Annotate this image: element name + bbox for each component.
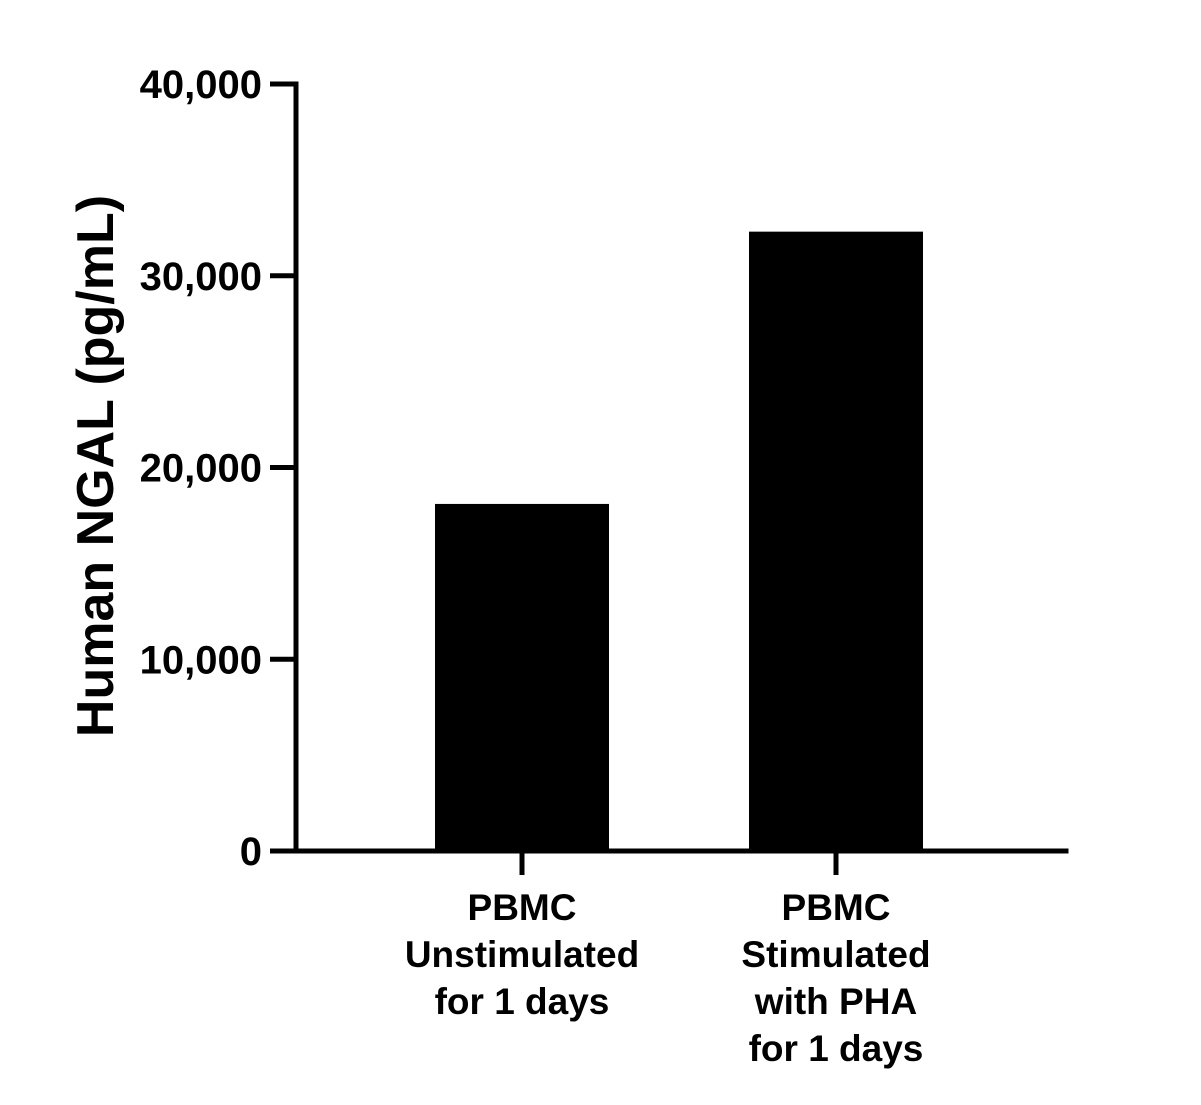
x-category-label-line: Unstimulated: [405, 934, 639, 975]
plot-area: 0 10,000 20,000 30,000 40,000 PBMC Unstimulat…: [140, 63, 1069, 1069]
x-category-label-line: with PHA: [754, 981, 917, 1022]
x-category-label: PBMC Unstimulated for 1 days: [405, 887, 639, 1022]
x-axis-ticks: PBMC Unstimulated for 1 days PBMC Stimulated…: [405, 851, 931, 1069]
bar-1: [435, 503, 609, 851]
x-category-label: PBMC Stimulated with PHA for 1 days: [741, 887, 930, 1069]
y-tick-label: 0: [240, 830, 262, 874]
x-category-label-line: PBMC: [782, 887, 891, 928]
y-tick-label: 40,000: [140, 63, 262, 107]
y-tick-label: 10,000: [140, 638, 262, 682]
y-tick-label: 30,000: [140, 255, 262, 299]
y-axis-title: Human NGAL (pg/mL): [67, 195, 125, 737]
x-category-label-line: PBMC: [468, 887, 577, 928]
y-tick-label: 20,000: [140, 447, 262, 491]
y-axis-ticks: 0 10,000 20,000 30,000 40,000: [140, 63, 296, 874]
bars-group: [435, 231, 923, 851]
x-category-label-line: for 1 days: [435, 981, 610, 1022]
x-category-label-line: Stimulated: [741, 934, 930, 975]
x-category-label-line: for 1 days: [749, 1028, 924, 1069]
bar-2: [749, 231, 923, 851]
